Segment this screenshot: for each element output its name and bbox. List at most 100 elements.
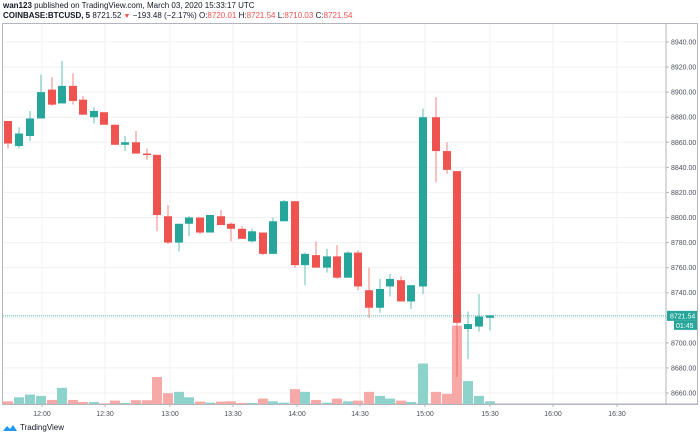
candle-body[interactable]: [121, 142, 129, 145]
candle-body[interactable]: [475, 316, 483, 327]
candle-body[interactable]: [143, 153, 151, 156]
x-axis-label: 13:30: [224, 411, 242, 418]
y-axis-label: 8780.00: [671, 240, 696, 247]
x-axis-label: 15:00: [416, 411, 434, 418]
candle-body[interactable]: [269, 221, 277, 254]
volume-bar: [442, 393, 452, 404]
candle-body[interactable]: [4, 120, 12, 144]
volume-bar: [78, 401, 88, 404]
candle-body[interactable]: [486, 315, 494, 318]
x-axis-label: 15:30: [481, 411, 499, 418]
candle-body[interactable]: [333, 256, 341, 278]
y-axis-label: 8820.00: [671, 190, 696, 197]
volume-bar: [311, 399, 321, 404]
candle-body[interactable]: [37, 92, 45, 119]
candle-body[interactable]: [185, 217, 193, 224]
volume-bar: [332, 398, 342, 404]
y-axis-label: 8680.00: [671, 365, 696, 372]
candle-body[interactable]: [259, 232, 267, 254]
volume-bar: [99, 403, 109, 404]
volume-bar: [14, 397, 24, 404]
volume-bar: [120, 402, 130, 404]
x-axis-label: 14:00: [288, 411, 306, 418]
open-value: 8720.01: [207, 11, 237, 20]
candle-body[interactable]: [217, 216, 225, 226]
candle-body[interactable]: [238, 228, 246, 239]
candle-body[interactable]: [365, 290, 373, 308]
candle-body[interactable]: [100, 112, 108, 125]
candle-body[interactable]: [323, 256, 331, 268]
publish-info: wan123 published on TradingView.com, Mar…: [3, 1, 255, 10]
candle-body[interactable]: [227, 223, 235, 229]
candle-body[interactable]: [344, 252, 352, 278]
candle-body[interactable]: [26, 118, 34, 137]
price-change: −193.48 (−2.17%): [132, 11, 197, 20]
close-value: 8721.54: [323, 11, 353, 20]
author-name: wan123: [3, 1, 32, 10]
candle-body[interactable]: [453, 171, 461, 323]
volume-bar: [485, 401, 495, 404]
candle-body[interactable]: [407, 285, 415, 302]
volume-bar: [353, 400, 363, 404]
volume-bar: [142, 400, 152, 404]
volume-bar: [247, 402, 257, 404]
candle-body[interactable]: [69, 85, 77, 101]
volume-bar: [152, 377, 162, 404]
candle-body[interactable]: [90, 110, 98, 118]
y-axis-label: 8700.00: [671, 340, 696, 347]
volume-bar: [25, 394, 35, 404]
candle-body[interactable]: [301, 253, 309, 266]
candle-body[interactable]: [58, 85, 66, 104]
candle-body[interactable]: [248, 231, 256, 242]
volume-bar: [322, 402, 332, 404]
candle-body[interactable]: [291, 201, 299, 266]
volume-bar: [290, 389, 300, 404]
candle-body[interactable]: [397, 280, 405, 302]
candle-body[interactable]: [376, 288, 384, 308]
candle-body[interactable]: [443, 151, 451, 170]
candle-body[interactable]: [419, 117, 427, 287]
candle-body[interactable]: [79, 99, 87, 115]
close-label: C:: [315, 11, 324, 20]
volume-bar: [279, 402, 289, 404]
y-axis-label: 8740.00: [671, 290, 696, 297]
candle-body[interactable]: [15, 133, 23, 147]
countdown-tag: [674, 320, 697, 330]
tradingview-logo-icon: [3, 424, 17, 431]
x-axis-label: 16:00: [544, 411, 562, 418]
volume-bar: [474, 395, 484, 404]
candle-body[interactable]: [153, 154, 161, 215]
open-label: O:: [198, 11, 208, 20]
candle-body[interactable]: [464, 324, 472, 330]
candle-body[interactable]: [280, 201, 288, 222]
candle-body[interactable]: [312, 255, 320, 268]
candle-body[interactable]: [354, 252, 362, 287]
last-price: 8721.52: [92, 11, 122, 20]
volume-bar: [47, 399, 57, 404]
volume-bar: [343, 401, 353, 404]
candle-body[interactable]: [164, 216, 172, 243]
candle-body[interactable]: [432, 117, 440, 152]
candle-body[interactable]: [386, 278, 394, 287]
countdown-value: 01:45: [676, 323, 694, 330]
volume-bar: [385, 398, 395, 404]
y-axis-label: 8920.00: [671, 65, 696, 72]
volume-bar: [174, 391, 184, 404]
candle-body[interactable]: [111, 124, 119, 145]
y-axis-label: 8940.00: [671, 40, 696, 47]
volume-bar: [205, 402, 215, 404]
x-axis-label: 16:30: [608, 411, 626, 418]
volume-bar: [195, 401, 205, 404]
candle-body[interactable]: [48, 89, 56, 105]
x-axis-label: 12:30: [96, 411, 114, 418]
candle-body[interactable]: [196, 217, 204, 233]
volume-bar: [396, 400, 406, 404]
volume-bar: [258, 398, 268, 404]
volume-bar: [431, 391, 441, 404]
down-arrow-icon: ▼: [123, 13, 131, 20]
candle-body[interactable]: [206, 214, 214, 233]
volume-bar: [268, 401, 278, 404]
candle-body[interactable]: [132, 142, 140, 154]
candle-body[interactable]: [175, 223, 183, 243]
